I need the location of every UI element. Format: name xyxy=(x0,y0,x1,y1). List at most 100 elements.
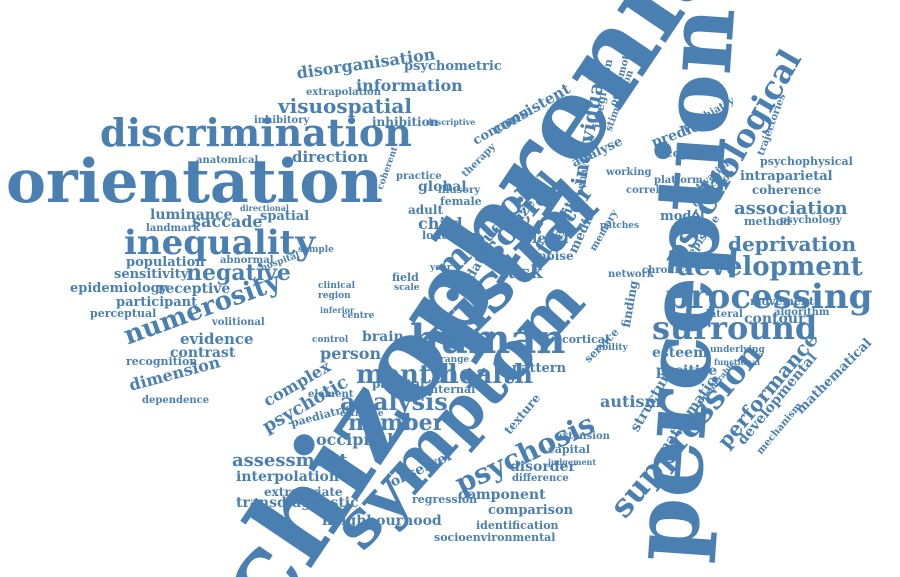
word-child: child xyxy=(418,214,463,233)
word-intraparietal: intraparietal xyxy=(740,169,833,184)
word-perceptual: perceptual xyxy=(90,307,157,320)
word-practice: practice xyxy=(396,171,442,182)
word-assessment: assessment xyxy=(232,450,348,471)
word-surround: surround xyxy=(652,309,818,347)
word-epidemiology: epidemiology xyxy=(70,281,168,296)
word-visuospatial: visuospatial xyxy=(278,94,412,118)
word-noise: noise xyxy=(538,249,574,263)
word-task: task xyxy=(500,262,543,283)
word-inhibition: inhibition xyxy=(372,115,439,129)
word-cortical: cortical xyxy=(562,333,610,346)
word-psychophysical: psychophysical xyxy=(760,155,853,168)
word-inferior: inferior xyxy=(320,305,355,315)
word-female: female xyxy=(440,195,482,208)
word-method: method xyxy=(744,215,791,228)
word-descriptive: descriptive xyxy=(426,117,476,127)
word-element: element xyxy=(308,389,354,400)
word-socioenvironmental: socioenvironmental xyxy=(434,531,556,544)
word-algorithm: algorithm xyxy=(774,307,830,318)
word-processing: processing xyxy=(666,277,873,317)
word-psychometric: psychometric xyxy=(404,59,502,74)
word-region: region xyxy=(318,291,351,301)
word-anatomical: anatomical xyxy=(196,155,259,166)
word-contrast: contrast xyxy=(170,345,236,361)
word-scale: scale xyxy=(394,283,420,293)
word-directional: directional xyxy=(240,203,289,213)
word-working: working xyxy=(606,167,652,178)
word-association: association xyxy=(734,198,848,219)
word-centre: centre xyxy=(342,311,375,321)
word-comparison: comparison xyxy=(488,503,574,518)
word-inequality: inequality xyxy=(124,223,316,263)
word-sensitivity: sensitivity xyxy=(114,267,189,282)
word-global: global xyxy=(418,179,467,195)
word-network: network xyxy=(608,269,654,280)
word-discrimination: discrimination xyxy=(100,110,412,155)
word-orientation: orientation xyxy=(6,147,383,217)
word-model: model xyxy=(660,209,705,224)
word-positive: positive xyxy=(656,363,718,379)
word-pattern: pattern xyxy=(512,361,567,376)
word-neighbourhood: neighbourhood xyxy=(322,513,442,529)
word-mental: mental xyxy=(356,360,458,390)
word-brain: brain xyxy=(362,329,404,345)
word-information: information xyxy=(356,76,463,95)
word-esteem: esteem xyxy=(652,345,708,361)
word-extrapolation: extrapolation xyxy=(306,87,381,98)
word-sample: sample xyxy=(298,245,334,255)
word-illusory: illusory xyxy=(438,185,481,196)
word-parietal: parietal xyxy=(372,377,425,391)
word-component: component xyxy=(458,487,546,503)
word-contour: contour xyxy=(744,311,806,327)
word-dependence: dependence xyxy=(142,395,210,406)
word-underlying: underlying xyxy=(710,345,765,355)
word-human: human xyxy=(410,316,566,363)
word-control: control xyxy=(312,335,349,345)
word-luminance: luminance xyxy=(150,207,233,223)
word-analysis: analysis xyxy=(340,387,448,416)
word-chronic: chronic xyxy=(642,265,685,276)
word-london: london xyxy=(422,229,465,242)
word-identification: identification xyxy=(476,519,559,532)
word-receptive: receptive xyxy=(158,281,231,297)
word-person: person xyxy=(320,344,382,363)
word-transdiagnostic: transdiagnostic xyxy=(236,495,359,511)
word-movement: movement xyxy=(750,295,815,308)
word-difference: difference xyxy=(512,473,569,484)
word-population: population xyxy=(126,255,205,270)
word-number: number xyxy=(348,410,445,436)
word-capital: capital xyxy=(548,443,591,456)
word-spatial: spatial xyxy=(260,209,310,224)
word-psychology: psychology xyxy=(780,215,842,226)
word-direction: direction xyxy=(292,148,369,166)
word-inhibitory: inhibitory xyxy=(254,115,310,126)
word-cognitive: cognitive xyxy=(666,147,723,160)
word-recognition: recognition xyxy=(126,355,198,368)
word-volitional: volitional xyxy=(212,317,265,328)
word-extension: extension xyxy=(556,431,610,442)
word-abnormal: abnormal xyxy=(220,255,274,266)
word-year: year xyxy=(430,263,452,273)
word-interpolation: interpolation xyxy=(236,469,340,485)
word-estimate: estimate xyxy=(340,409,384,419)
word-landmark: landmark xyxy=(146,223,200,234)
word-ability: ability xyxy=(596,343,628,353)
word-correlate: correlate xyxy=(626,185,677,196)
word-occipital: occipital xyxy=(316,430,394,449)
word-range: range xyxy=(440,355,470,365)
word-functional: functional xyxy=(714,357,761,367)
word-internal: internal xyxy=(426,383,476,396)
word-level: level xyxy=(532,231,569,247)
word-patches: patches xyxy=(600,221,640,231)
word-deprivation: deprivation xyxy=(728,232,857,256)
word-extrastriate: extrastriate xyxy=(264,485,343,499)
word-lateral: lateral xyxy=(706,309,743,320)
word-health: health xyxy=(440,360,534,390)
word-platform: platform xyxy=(654,175,703,186)
word-regression: regression xyxy=(412,493,478,506)
word-participant: participant xyxy=(116,295,198,310)
word-coherence: coherence xyxy=(752,183,822,197)
word-negative: negative xyxy=(186,260,291,286)
word-clinical: clinical xyxy=(318,281,356,291)
